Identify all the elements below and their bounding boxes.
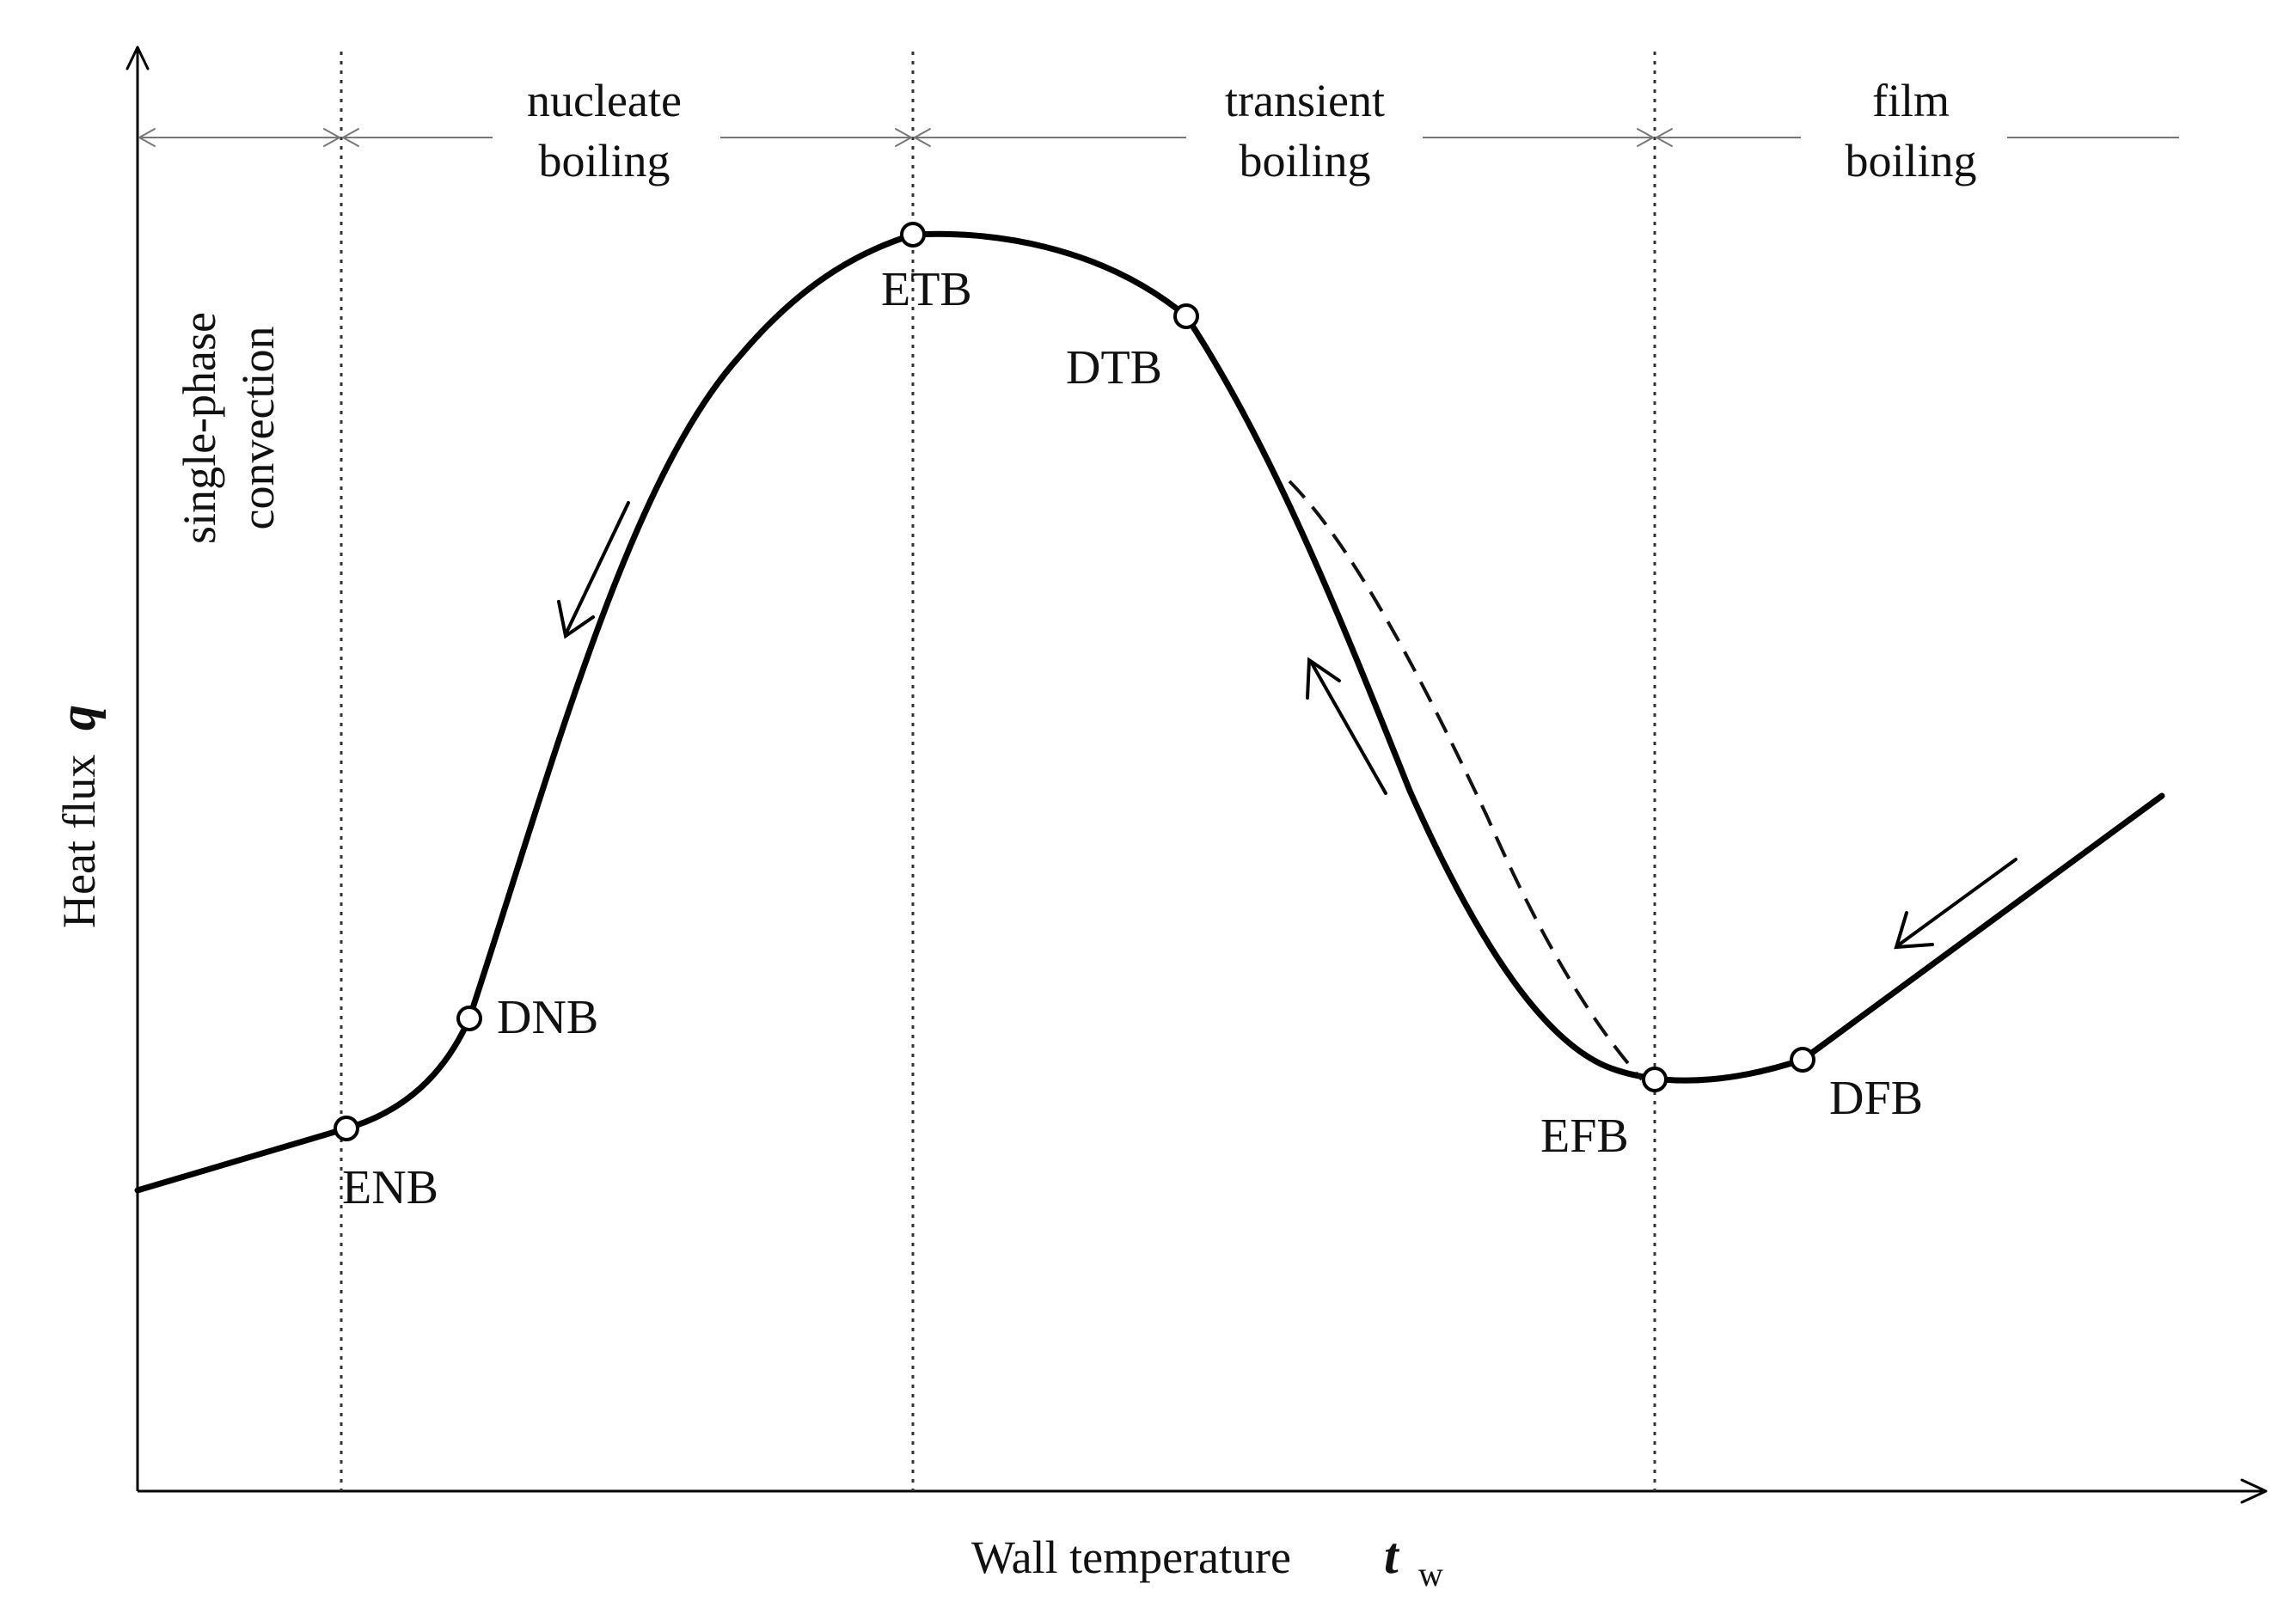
point-enb [335, 1117, 358, 1140]
boiling-curve-diagram: single-phase convection nucleate boiling… [0, 0, 2296, 1602]
point-efb [1644, 1068, 1666, 1091]
y-axis-label: Heat flux q [49, 705, 106, 928]
region-labels: single-phase convection nucleate boiling… [174, 75, 1977, 544]
curve-single-phase-segment [138, 1128, 346, 1190]
point-label-etb: ETB [881, 263, 972, 316]
point-label-dtb: DTB [1066, 341, 1162, 394]
region-label-single-phase-line2: convection [232, 327, 284, 530]
x-axis-subscript: w [1418, 1555, 1443, 1593]
point-labels: ENB DNB ETB DTB EFB DFB [342, 263, 1923, 1214]
point-dnb [458, 1007, 481, 1030]
x-axis-label-text: Wall temperature [971, 1532, 1291, 1583]
curve-alternative-dashed [1289, 481, 1642, 1079]
region-label-film-line2: boiling [1845, 135, 1976, 186]
region-label-film-line1: film [1872, 75, 1950, 126]
point-label-efb: EFB [1540, 1110, 1629, 1163]
point-etb [902, 223, 924, 246]
y-axis-symbol: q [49, 705, 106, 731]
region-label-nucleate-line1: nucleate [527, 75, 682, 126]
axes [127, 47, 2266, 1502]
curve-main-segment [346, 234, 2162, 1128]
region-label-nucleate-line2: boiling [538, 135, 670, 186]
region-label-transient-line1: transient [1225, 75, 1385, 126]
point-label-enb: ENB [342, 1161, 438, 1214]
region-dividers [341, 52, 1655, 1491]
axis-labels: Heat flux q Wall temperature t w [49, 705, 1443, 1593]
region-label-single-phase-line1: single-phase [174, 312, 225, 544]
region-label-transient-line2: boiling [1239, 135, 1370, 186]
direction-arrow-transient [1311, 662, 1386, 793]
point-dfb [1791, 1049, 1814, 1071]
point-label-dnb: DNB [497, 991, 598, 1044]
y-axis-label-text: Heat flux [53, 755, 105, 928]
x-axis-symbol: t [1384, 1527, 1400, 1584]
direction-arrows [559, 503, 2016, 947]
direction-arrow-film [1898, 859, 2016, 945]
point-dtb [1175, 305, 1197, 327]
point-label-dfb: DFB [1829, 1072, 1923, 1125]
direction-arrow-nucleate-head [559, 602, 593, 636]
